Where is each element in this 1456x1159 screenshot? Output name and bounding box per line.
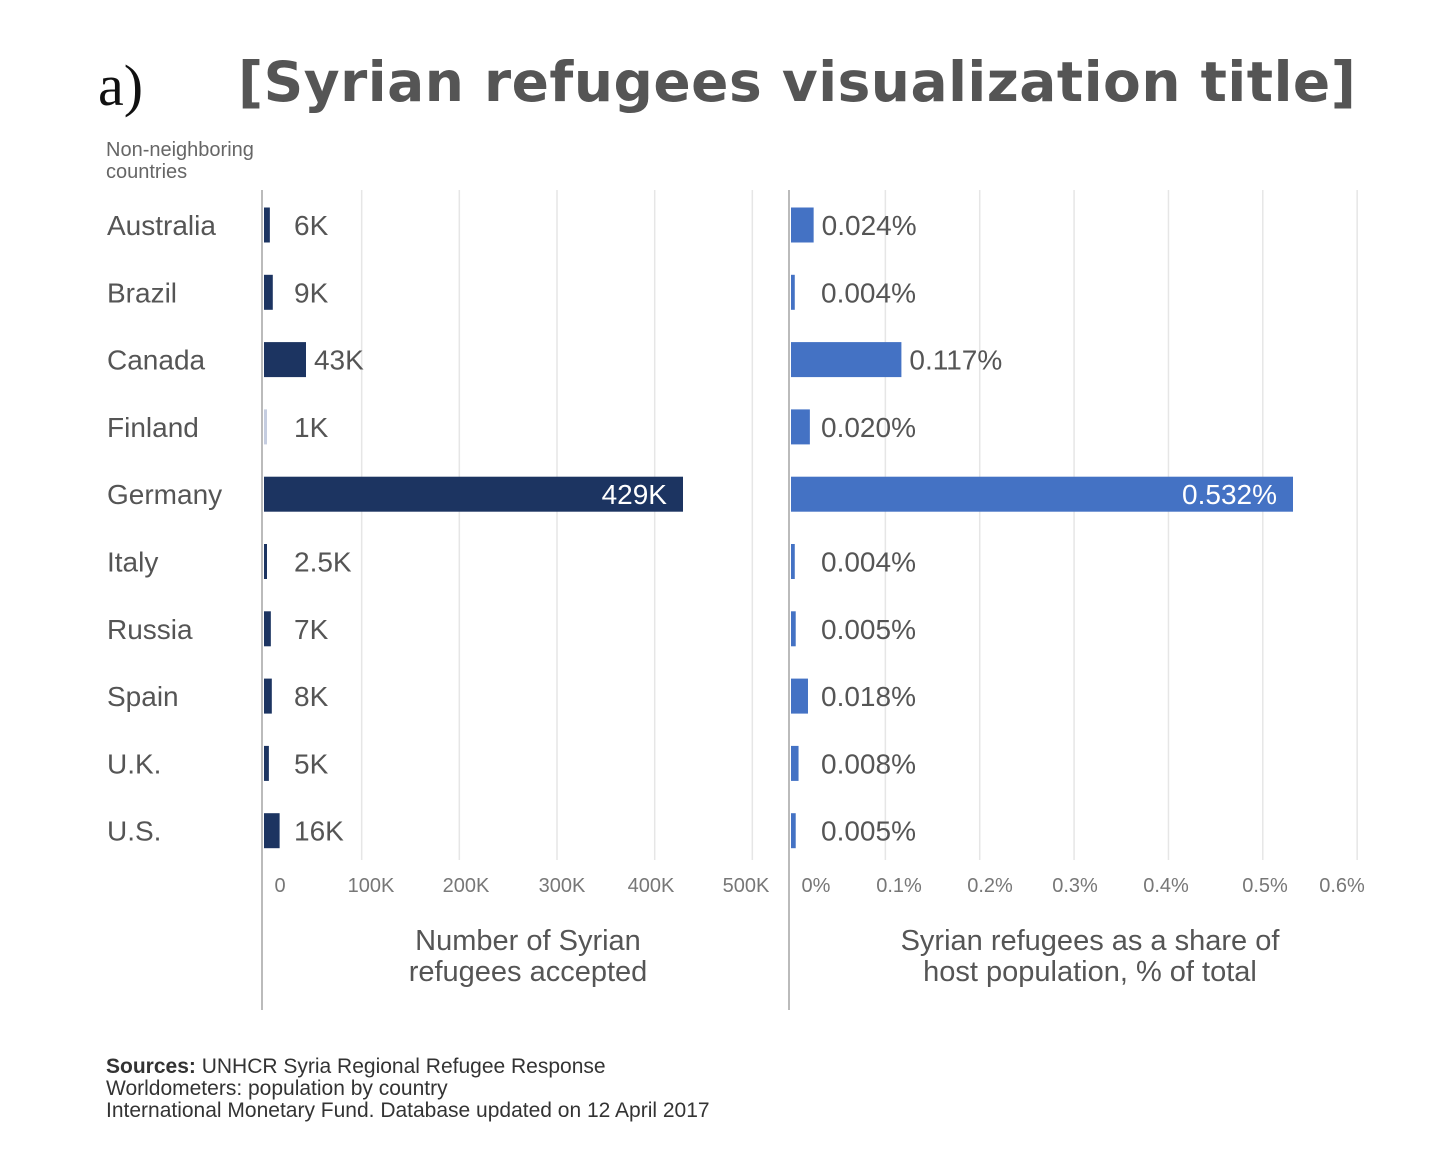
bar (264, 409, 267, 445)
data-label: 0.117% (909, 345, 1002, 376)
bar (264, 342, 306, 378)
bar (791, 745, 799, 781)
bar (791, 476, 1293, 512)
data-label: 5K (294, 748, 329, 779)
data-label: 0.004% (821, 547, 916, 578)
data-label: 0.004% (821, 277, 916, 308)
bar (264, 274, 273, 310)
data-label: 9K (294, 277, 329, 308)
tick-label: 0.3% (1052, 875, 1098, 897)
bar (791, 274, 795, 310)
source-line-1: UNHCR Syria Regional Refugee Response (201, 1055, 606, 1078)
chart-title: [Syrian refugees visualization title] (238, 50, 1357, 114)
tick-label: 400K (628, 875, 675, 897)
sources-label: Sources: (106, 1055, 196, 1078)
axis-title: Number of Syrian refugees accepted (409, 925, 648, 988)
category-label: U.K. (107, 748, 161, 779)
tick-label: 0.5% (1242, 875, 1288, 897)
tick-label: 0% (802, 875, 831, 897)
data-label: 0.020% (821, 412, 916, 443)
tick-label: 0.6% (1319, 875, 1365, 897)
tick-label: 300K (539, 875, 586, 897)
tick-label: 0 (274, 875, 285, 897)
data-label: 0.008% (821, 748, 916, 779)
category-label: Australia (107, 210, 216, 241)
category-label: Spain (107, 681, 179, 712)
source-line-2: Worldometers: population by country (106, 1077, 448, 1100)
data-label: 0.024% (822, 210, 917, 241)
bar (264, 678, 272, 714)
source-line-3: International Monetary Fund. Database up… (106, 1099, 710, 1122)
category-label: Germany (107, 479, 222, 510)
sources-note: Sources: UNHCR Syria Regional Refugee Re… (106, 1056, 710, 1122)
tick-label: 0.1% (876, 875, 922, 897)
tick-label: 500K (723, 875, 770, 897)
category-label: Canada (107, 345, 206, 376)
bar (791, 544, 795, 579)
bar (791, 207, 814, 243)
tick-label: 0.4% (1143, 875, 1189, 897)
category-label: Finland (107, 412, 199, 443)
data-label: 6K (294, 210, 329, 241)
bar (791, 611, 796, 647)
data-label: 1K (294, 412, 329, 443)
data-label: 2.5K (294, 547, 352, 578)
bar (264, 611, 271, 647)
tick-label: 0.2% (967, 875, 1013, 897)
bar (264, 745, 269, 781)
bar (264, 544, 267, 579)
bar (264, 476, 683, 512)
category-label: Italy (107, 547, 158, 578)
tick-label: 100K (348, 875, 395, 897)
group-label: Non-neighboring countries (106, 139, 254, 183)
bar (791, 813, 796, 849)
axis-title: Syrian refugees as a share of host popula… (901, 925, 1281, 988)
category-label: U.S. (107, 816, 161, 847)
data-label: 43K (314, 345, 364, 376)
category-label: Russia (107, 614, 193, 645)
tick-label: 200K (443, 875, 490, 897)
bar (791, 678, 808, 714)
data-label: 0.532% (1182, 479, 1277, 510)
figure-label: a) (98, 53, 144, 118)
data-label: 7K (294, 614, 329, 645)
bar (264, 207, 270, 243)
data-label: 0.005% (821, 816, 916, 847)
bar (264, 813, 280, 849)
data-label: 0.018% (821, 681, 916, 712)
data-label: 16K (294, 816, 344, 847)
bar (791, 409, 810, 445)
bar (791, 342, 902, 378)
data-label: 8K (294, 681, 329, 712)
data-label: 429K (602, 479, 668, 510)
category-label: Brazil (107, 277, 177, 308)
data-label: 0.005% (821, 614, 916, 645)
